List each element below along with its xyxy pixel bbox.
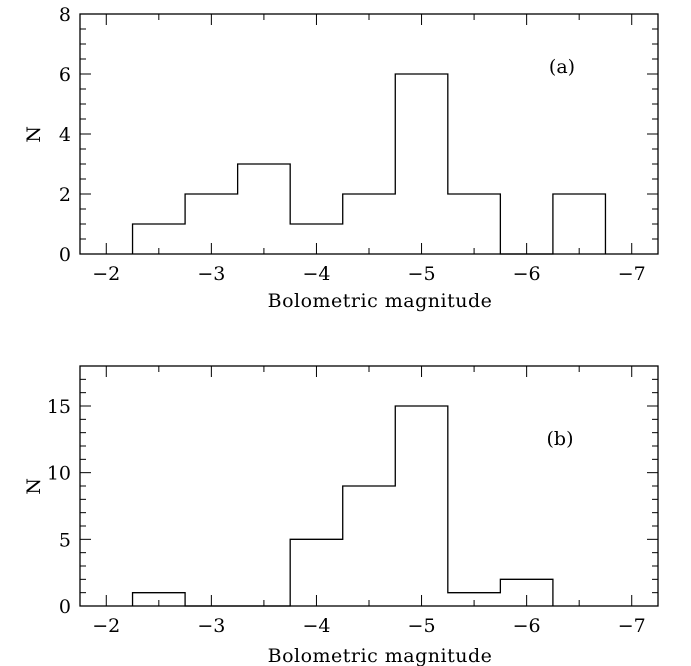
y-tick-label: 8	[59, 4, 71, 26]
panel-b-y-tick-labels: 0 5 10 15	[47, 396, 71, 618]
panel-a-x-tick-labels: −2 −3 −4 −5 −6 −7	[92, 263, 645, 285]
x-tick-label: −4	[302, 263, 330, 285]
y-tick-label: 6	[59, 64, 71, 86]
y-tick-label: 4	[59, 124, 71, 146]
panel-a-label: (a)	[549, 56, 575, 78]
panel-a-ticks	[80, 13, 658, 255]
panel-b-y-axis-label: N	[23, 477, 45, 494]
y-tick-label: 15	[47, 396, 71, 418]
panel-b-x-axis-label: Bolometric magnitude	[268, 645, 493, 666]
x-tick-label: −2	[92, 263, 120, 285]
y-tick-label: 2	[59, 184, 71, 206]
panel-a: −2 −3 −4 −5 −6 −7 0 2 4 6 8 (a) Bolometric magnit…	[23, 4, 659, 312]
x-tick-label: −2	[92, 615, 120, 637]
panel-a-x-axis-label: Bolometric magnitude	[268, 290, 493, 312]
y-tick-label: 10	[47, 463, 71, 485]
x-tick-label: −5	[408, 615, 436, 637]
panel-b-label: (b)	[547, 428, 574, 450]
panel-a-y-axis-label: N	[23, 125, 45, 142]
x-tick-label: −3	[197, 615, 225, 637]
panel-b: −2 −3 −4 −5 −6 −7 0 5 10 15 (b) Bolometric magni…	[23, 365, 659, 666]
panel-a-histogram	[131, 73, 607, 255]
x-tick-label: −7	[618, 263, 646, 285]
panel-b-histogram	[131, 405, 554, 607]
panel-b-ticks	[80, 365, 658, 607]
x-tick-label: −7	[618, 615, 646, 637]
y-tick-label: 0	[59, 244, 71, 266]
x-tick-label: −4	[302, 615, 330, 637]
x-tick-label: −6	[513, 263, 541, 285]
panel-b-x-tick-labels: −2 −3 −4 −5 −6 −7	[92, 615, 645, 637]
y-tick-label: 5	[59, 529, 71, 551]
x-tick-label: −5	[408, 263, 436, 285]
panel-a-y-tick-labels: 0 2 4 6 8	[59, 4, 71, 266]
panel-a-frame	[79, 13, 659, 255]
x-tick-label: −3	[197, 263, 225, 285]
x-tick-label: −6	[513, 615, 541, 637]
y-tick-label: 0	[59, 596, 71, 618]
